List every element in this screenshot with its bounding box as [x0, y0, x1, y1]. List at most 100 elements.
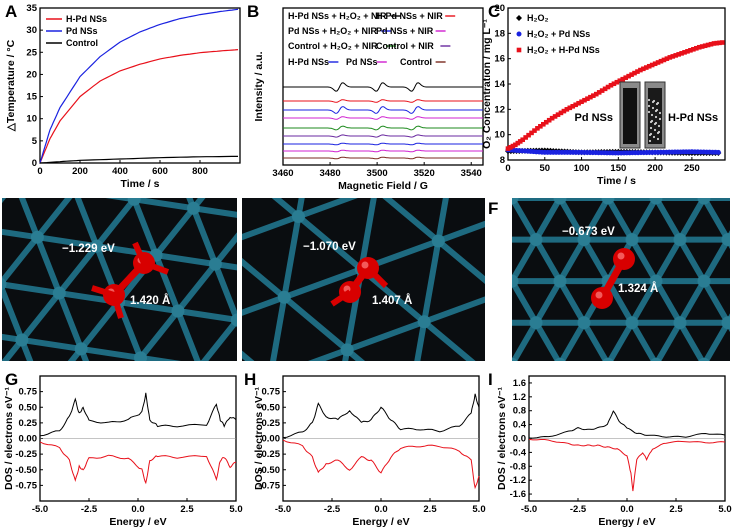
- bond: [212, 232, 237, 268]
- o-pd-bond: [330, 289, 352, 307]
- bond-length: 1.407 Å: [372, 294, 412, 307]
- panel-label-g: G: [5, 370, 18, 389]
- data-point: [538, 124, 543, 129]
- data-point: [552, 114, 558, 119]
- x-tick-label: 2.5: [180, 504, 194, 515]
- legend-label: Pd NSs + NIR: [376, 26, 434, 36]
- pd-atom: [673, 316, 687, 330]
- bond: [2, 281, 25, 343]
- legend-label: Control + H₂O₂ + NIR: [288, 41, 378, 51]
- bubble: [657, 124, 661, 128]
- pd-atom: [277, 290, 291, 304]
- inset-photo: Pd NSs H-Pd NSs: [574, 81, 718, 149]
- data-point: [626, 73, 631, 79]
- bond: [653, 198, 683, 243]
- bubble: [649, 132, 653, 136]
- pd-atom: [602, 357, 614, 361]
- bond: [632, 364, 656, 406]
- epr-trace: [283, 125, 483, 131]
- bubble: [651, 106, 655, 110]
- pd-atom: [529, 233, 543, 247]
- pd-atom: [577, 316, 591, 330]
- bond: [421, 238, 442, 325]
- oxygen-atom: [613, 248, 635, 270]
- data-point: [691, 46, 696, 52]
- lattice: [512, 198, 730, 406]
- pd-atom: [15, 333, 29, 347]
- highlight: [595, 291, 603, 299]
- panel-label-a: A: [5, 2, 17, 21]
- x-tick-label: 3540: [461, 168, 482, 179]
- pd-atom: [697, 274, 711, 288]
- bond: [629, 278, 659, 326]
- series-line: [39, 155, 238, 164]
- bond: [536, 364, 560, 406]
- pd-atom: [512, 198, 519, 205]
- data-point: [585, 96, 590, 101]
- bond: [236, 136, 313, 164]
- bond: [115, 299, 181, 315]
- panel-label-b: B: [247, 2, 259, 21]
- legend-label: H₂O₂ + H-Pd NSs: [527, 45, 600, 55]
- legend-label: H-Pd NSs + NIR: [376, 11, 443, 21]
- bond: [677, 319, 706, 361]
- x-tick-label: -2.5: [570, 504, 587, 515]
- y-tick-label: 0.4: [513, 420, 527, 431]
- data-point: [599, 88, 605, 93]
- pd-atom: [417, 315, 431, 329]
- bond: [134, 354, 144, 361]
- pd-atom: [721, 233, 730, 247]
- bond: [560, 364, 584, 406]
- x-tick-label: 600: [152, 166, 168, 177]
- data-point: [608, 82, 614, 88]
- bond: [435, 198, 449, 245]
- legend-label: H-Pd NSs + H₂O₂ + NIR: [288, 11, 387, 21]
- bond: [512, 198, 539, 243]
- data-point: [516, 47, 522, 53]
- bond: [281, 294, 351, 353]
- epr-trace: [283, 149, 483, 153]
- bond: [677, 278, 707, 326]
- bond: [137, 354, 182, 361]
- data-point: [632, 70, 637, 76]
- data-point: [508, 145, 513, 150]
- y-tick-label: 10: [26, 114, 37, 125]
- pd-atom: [68, 184, 81, 197]
- data-point: [696, 44, 702, 50]
- structure-e: −1.070 eV 1.407 Å: [236, 136, 485, 361]
- data-point: [685, 49, 690, 54]
- data-point: [664, 56, 670, 61]
- bubble: [656, 137, 660, 141]
- bubble: [658, 117, 662, 121]
- bond: [701, 278, 730, 326]
- y-tick-label: 0.25: [262, 418, 281, 429]
- pd-atom: [554, 357, 566, 361]
- y-tick-label: 0.50: [262, 402, 281, 413]
- data-point: [570, 103, 576, 109]
- pd-atom: [208, 257, 222, 271]
- epr-trace: [283, 116, 483, 120]
- bond: [435, 238, 485, 285]
- pd-atom: [340, 343, 354, 357]
- y-tick-label: -0.50: [258, 465, 280, 476]
- data-point: [510, 143, 516, 149]
- bond: [18, 290, 63, 343]
- bond: [271, 198, 302, 220]
- x-tick-label: 400: [112, 166, 128, 177]
- bond: [512, 236, 539, 285]
- y-tick-label: 25: [26, 47, 37, 58]
- pd-atom: [106, 137, 119, 150]
- bond: [105, 198, 138, 203]
- x-axis-label: Energy / eV: [352, 516, 409, 528]
- bond: [174, 308, 201, 361]
- y-tick-label: 14: [494, 79, 505, 90]
- dos-line: [282, 439, 480, 490]
- panel-label-c: C: [488, 2, 500, 21]
- bubble: [654, 115, 658, 119]
- bond: [629, 319, 658, 361]
- x-tick-label: 200: [647, 163, 663, 174]
- bond: [557, 278, 587, 326]
- bond: [677, 198, 707, 243]
- pd-atom: [625, 316, 639, 330]
